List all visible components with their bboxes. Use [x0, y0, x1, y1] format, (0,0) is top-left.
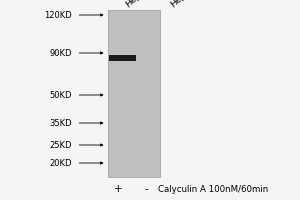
Text: 90KD: 90KD	[50, 48, 72, 58]
Text: +: +	[114, 184, 123, 194]
Text: -: -	[145, 184, 148, 194]
Text: 20KD: 20KD	[50, 158, 72, 168]
Text: 25KD: 25KD	[50, 140, 72, 149]
Text: HepG2: HepG2	[169, 0, 198, 9]
Bar	[108, 10, 160, 177]
Text: 35KD: 35KD	[50, 118, 72, 128]
Bar	[109, 55, 136, 61]
Text: Calyculin A 100nM/60min: Calyculin A 100nM/60min	[158, 184, 268, 194]
Text: 120KD: 120KD	[44, 10, 72, 20]
Text: HepG2: HepG2	[124, 0, 153, 9]
Text: 50KD: 50KD	[50, 90, 72, 99]
